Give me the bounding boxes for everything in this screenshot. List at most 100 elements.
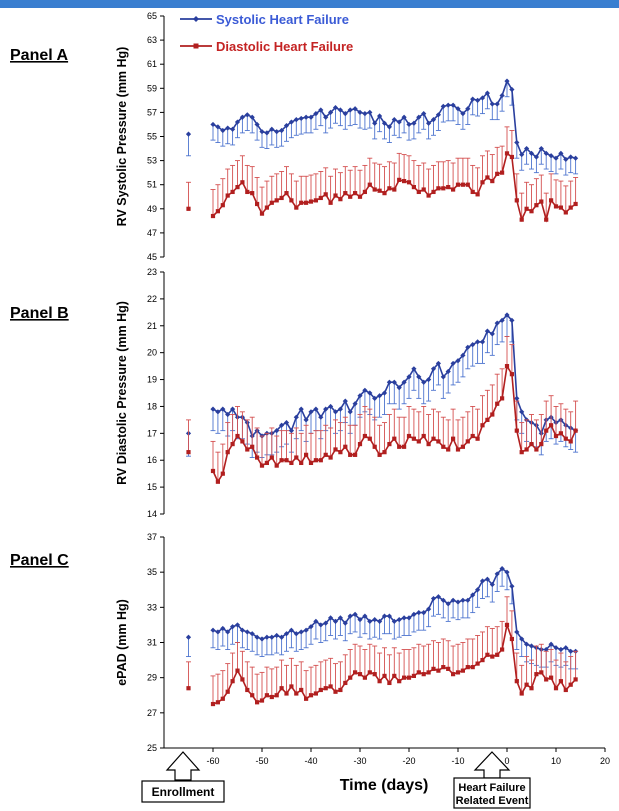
data-point-square [353, 191, 358, 196]
data-point-square [353, 670, 358, 675]
data-point-square [534, 447, 539, 452]
data-point-square [259, 698, 265, 703]
data-point-diamond [303, 114, 309, 120]
y-axis-title: RV Diastolic Pressure (mm Hg) [115, 301, 129, 485]
data-point-diamond [465, 597, 471, 603]
data-point-diamond [519, 409, 525, 415]
data-point-square [382, 450, 387, 455]
data-point-diamond [401, 615, 407, 621]
data-point-square [299, 687, 304, 693]
data-point-diamond [489, 581, 495, 588]
data-point-square [573, 677, 578, 682]
data-point-square [441, 186, 446, 191]
legend-marker-systolic [193, 16, 199, 22]
data-point-square [230, 679, 235, 684]
data-point-diamond [528, 150, 535, 156]
data-point-diamond [426, 606, 432, 612]
data-point-square [524, 447, 529, 452]
data-point-diamond [381, 390, 388, 396]
data-point-square [568, 682, 573, 687]
data-point-diamond [313, 406, 319, 412]
data-point-diamond [475, 97, 481, 103]
data-point-square [294, 455, 299, 460]
data-point-square [397, 444, 402, 449]
data-point-diamond [401, 379, 407, 385]
data-point-diamond [450, 597, 456, 603]
data-point-diamond [293, 414, 299, 420]
legend-label-systolic: Systolic Heart Failure [216, 12, 349, 27]
data-point-diamond [362, 613, 368, 619]
data-point-diamond [259, 636, 265, 642]
data-point-diamond [352, 106, 358, 112]
data-point-diamond [489, 101, 495, 107]
data-point-square [304, 452, 309, 457]
y-tick-label: 17 [147, 428, 157, 438]
data-point-square [544, 428, 549, 433]
series-diastolic [186, 336, 579, 484]
data-point-square [333, 447, 338, 452]
data-point-square [387, 186, 392, 191]
data-point-diamond [323, 406, 329, 412]
data-point-square [568, 439, 573, 444]
data-point-diamond [332, 104, 339, 111]
data-point-diamond [416, 374, 422, 380]
series-diastolic [186, 596, 579, 707]
x-tick-label: -20 [402, 756, 415, 766]
data-point-diamond [391, 117, 397, 123]
data-point-square [259, 211, 265, 216]
data-point-diamond [538, 145, 544, 152]
data-point-square [553, 686, 559, 691]
data-point-square [284, 458, 289, 463]
x-tick-label: 10 [551, 756, 561, 766]
data-point-square [514, 679, 519, 684]
data-point-square [372, 672, 377, 677]
data-point-square [549, 198, 554, 203]
data-point-diamond [416, 114, 422, 120]
data-point-diamond [484, 90, 490, 96]
data-point-diamond [426, 376, 432, 383]
data-point-diamond [504, 312, 510, 318]
data-point-square [509, 372, 514, 377]
data-point-square [416, 189, 421, 195]
data-point-square [392, 673, 397, 679]
data-point-diamond [367, 618, 373, 624]
data-point-square [421, 672, 426, 677]
data-point-square [225, 450, 230, 455]
data-point-square [529, 441, 534, 447]
data-point-diamond [210, 121, 216, 128]
data-point-square [544, 217, 549, 222]
data-point-diamond [445, 601, 451, 607]
data-point-diamond [524, 641, 530, 647]
data-point-diamond [377, 113, 383, 119]
data-point-diamond [367, 109, 373, 115]
data-point-square [367, 436, 372, 441]
data-point-diamond [475, 587, 481, 593]
data-point-square [500, 396, 505, 401]
data-point-diamond [563, 156, 569, 162]
data-point-square [421, 187, 426, 192]
data-point-square [269, 455, 274, 460]
data-point-diamond [274, 428, 280, 434]
data-point-diamond [328, 403, 334, 410]
data-point-diamond [274, 129, 280, 135]
data-point-square [264, 460, 269, 466]
data-point-square [529, 686, 534, 691]
data-point-diamond [430, 117, 437, 123]
data-point-square [328, 684, 333, 689]
data-point-square [421, 433, 426, 439]
y-tick-label: 45 [147, 252, 157, 262]
data-point-square [318, 458, 323, 463]
data-point-square [470, 189, 475, 195]
data-point-diamond [543, 150, 549, 156]
data-point-square [436, 186, 441, 191]
data-point-square [235, 668, 240, 673]
data-point-square [495, 401, 500, 406]
data-point-diamond [494, 101, 500, 107]
data-point-square [299, 460, 304, 466]
data-point-square [338, 687, 343, 693]
data-point-square [299, 200, 304, 205]
data-point-diamond [548, 153, 554, 159]
data-point-square [343, 444, 348, 449]
data-point-diamond [435, 112, 441, 118]
